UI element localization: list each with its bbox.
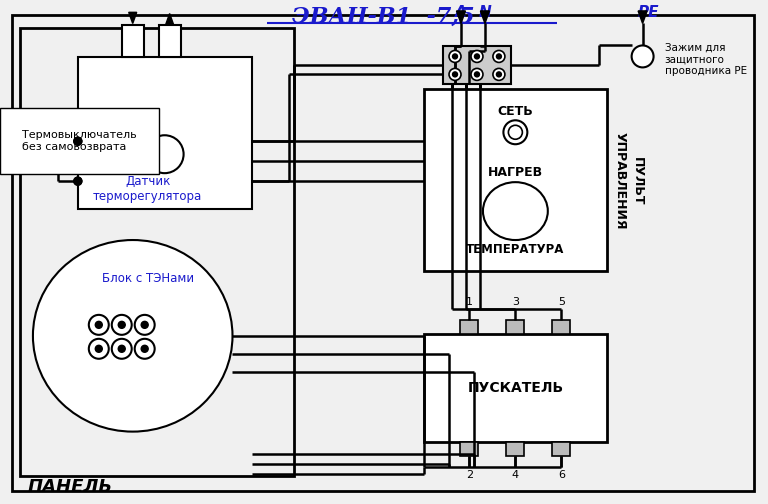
Circle shape xyxy=(95,322,102,328)
Text: ПУСКАТЕЛЬ: ПУСКАТЕЛЬ xyxy=(467,381,564,395)
Circle shape xyxy=(134,339,154,359)
Bar xyxy=(552,442,571,456)
Text: PE: PE xyxy=(638,5,660,20)
Circle shape xyxy=(112,315,132,335)
Text: 6: 6 xyxy=(558,470,564,479)
Text: 5: 5 xyxy=(558,297,564,307)
Circle shape xyxy=(493,69,505,80)
Circle shape xyxy=(475,54,479,59)
Bar xyxy=(552,320,571,334)
Text: Зажим для
защитного
проводника РЕ: Зажим для защитного проводника РЕ xyxy=(664,43,746,76)
Circle shape xyxy=(74,137,82,145)
Polygon shape xyxy=(129,12,137,24)
Circle shape xyxy=(134,315,154,335)
Circle shape xyxy=(141,322,148,328)
Circle shape xyxy=(112,339,132,359)
Bar xyxy=(461,442,478,456)
Circle shape xyxy=(95,345,102,352)
Circle shape xyxy=(118,322,125,328)
Circle shape xyxy=(449,69,461,80)
Circle shape xyxy=(471,69,483,80)
Bar xyxy=(122,26,144,57)
Bar xyxy=(78,57,253,209)
Circle shape xyxy=(146,135,184,173)
Polygon shape xyxy=(166,14,174,25)
Circle shape xyxy=(74,177,82,185)
Circle shape xyxy=(109,135,147,173)
Text: 4: 4 xyxy=(511,470,519,479)
Circle shape xyxy=(89,339,109,359)
Text: ПУЛЬТ
УПРАВЛЕНИЯ: ПУЛЬТ УПРАВЛЕНИЯ xyxy=(614,133,644,230)
Circle shape xyxy=(89,315,109,335)
Circle shape xyxy=(475,72,479,77)
Text: 1: 1 xyxy=(466,297,473,307)
Ellipse shape xyxy=(33,240,233,431)
Text: ЭВАН-В1  -7,5: ЭВАН-В1 -7,5 xyxy=(292,6,475,28)
Bar xyxy=(506,320,525,334)
Circle shape xyxy=(74,177,82,185)
Text: 2: 2 xyxy=(466,470,473,479)
Circle shape xyxy=(449,50,461,62)
Circle shape xyxy=(471,50,483,62)
Circle shape xyxy=(509,183,521,195)
Text: Датчик
терморегулятора: Датчик терморегулятора xyxy=(93,175,202,203)
Circle shape xyxy=(118,345,125,352)
Circle shape xyxy=(141,345,148,352)
Text: СЕТЬ: СЕТЬ xyxy=(498,105,533,118)
Bar xyxy=(461,320,478,334)
Text: 3: 3 xyxy=(512,297,519,307)
Circle shape xyxy=(496,72,502,77)
Text: N: N xyxy=(478,5,492,20)
Polygon shape xyxy=(638,11,647,24)
Text: A: A xyxy=(455,5,467,20)
Circle shape xyxy=(631,45,654,68)
Bar xyxy=(159,26,180,57)
Text: Блок с ТЭНами: Блок с ТЭНами xyxy=(101,273,194,285)
Circle shape xyxy=(493,50,505,62)
Polygon shape xyxy=(481,11,489,24)
Bar xyxy=(506,442,525,456)
Bar xyxy=(443,46,511,84)
Circle shape xyxy=(452,54,458,59)
Text: ПАНЕЛЬ: ПАНЕЛЬ xyxy=(28,478,113,496)
Bar xyxy=(20,29,294,475)
Bar xyxy=(424,89,607,271)
Text: НАГРЕВ: НАГРЕВ xyxy=(488,166,543,179)
Circle shape xyxy=(496,54,502,59)
Circle shape xyxy=(508,125,522,139)
Polygon shape xyxy=(456,11,465,24)
Bar xyxy=(424,334,607,442)
Text: ТЕМПЕРАТУРА: ТЕМПЕРАТУРА xyxy=(466,242,564,256)
Text: Термовыключатель
без самовозврата: Термовыключатель без самовозврата xyxy=(22,131,137,152)
Circle shape xyxy=(503,120,528,144)
Circle shape xyxy=(452,72,458,77)
Ellipse shape xyxy=(483,182,548,240)
Circle shape xyxy=(74,137,82,145)
